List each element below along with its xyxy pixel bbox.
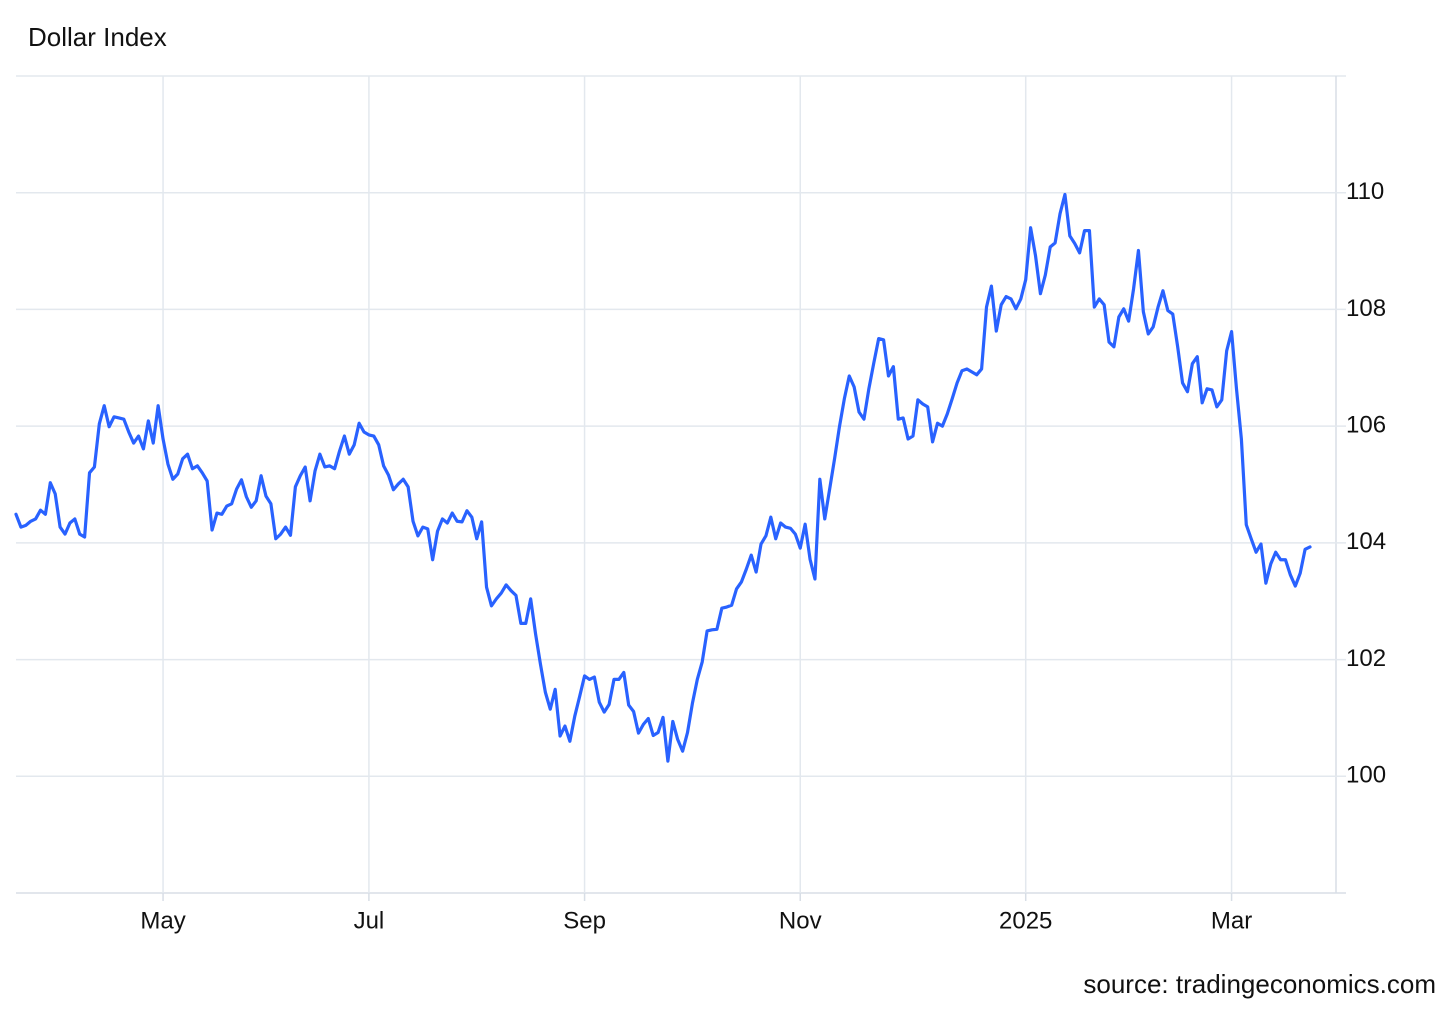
y-tick-label: 106 (1346, 411, 1386, 438)
y-tick-label: 110 (1346, 178, 1384, 205)
x-tick-label: May (140, 907, 185, 934)
y-tick-label: 102 (1346, 645, 1386, 672)
source-note: source: tradingeconomics.com (1083, 969, 1436, 999)
x-tick-label: Mar (1211, 907, 1252, 934)
y-tick-label: 108 (1346, 295, 1386, 322)
y-tick-label: 104 (1346, 528, 1386, 555)
x-tick-label: 2025 (999, 907, 1052, 934)
data-line (14, 192, 1312, 763)
x-tick-label: Sep (563, 907, 606, 934)
y-tick-label: 100 (1346, 762, 1386, 789)
x-tick-label: Nov (779, 907, 822, 934)
x-tick-label: Jul (354, 907, 385, 934)
chart-title: Dollar Index (28, 22, 167, 52)
